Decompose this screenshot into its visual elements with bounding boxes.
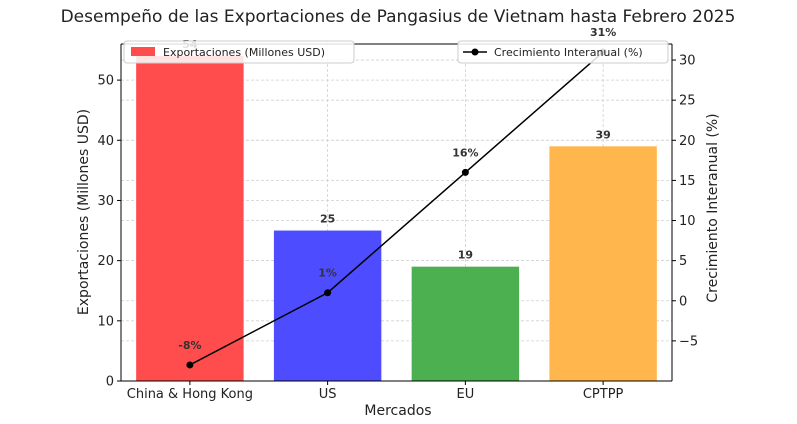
bar-value-label: 25	[320, 213, 335, 226]
y-tick-label: 20	[97, 254, 114, 269]
legend-exports-swatch	[131, 47, 155, 56]
growth-value-label: 16%	[452, 146, 478, 159]
ticks: 0 10 20 30 40 50 −5 0 5 10 15 20 25 30 China & Hong Ko…	[97, 54, 698, 402]
bar	[411, 266, 520, 381]
x-tick-label: CPTPP	[583, 387, 624, 402]
legend-exports-label: Exportaciones (Millones USD)	[163, 46, 325, 59]
y2-tick-label: 10	[679, 214, 696, 229]
growth-value-label: -8%	[178, 339, 201, 352]
y-tick-label: 0	[106, 375, 114, 390]
y2-tick-label: 20	[679, 134, 696, 149]
growth-point	[186, 361, 194, 369]
y2-tick-label: 5	[679, 254, 687, 269]
x-tick-label: US	[319, 387, 337, 402]
y2-tick-label: −5	[679, 334, 698, 349]
legend-growth-label: Crecimiento Interanual (%)	[494, 46, 643, 59]
y-axis-label: Exportaciones (Millones USD)	[76, 109, 92, 315]
y2-tick-label: 0	[679, 294, 687, 309]
growth-point	[324, 289, 332, 297]
y-tick-label: 40	[97, 134, 114, 149]
growth-value-label: 1%	[318, 267, 337, 280]
bar	[273, 230, 382, 381]
y2-tick-label: 15	[679, 174, 696, 189]
legend-growth-marker	[471, 48, 479, 56]
growth-point	[461, 168, 469, 176]
bars	[136, 56, 657, 382]
y-tick-label: 10	[97, 314, 114, 329]
legend-growth: Crecimiento Interanual (%)	[457, 40, 669, 64]
x-axis-label: Mercados	[364, 403, 431, 419]
y2-axis-label: Crecimiento Interanual (%)	[705, 113, 721, 302]
bar-value-label: 39	[595, 128, 610, 141]
growth-value-label: 31%	[590, 26, 616, 39]
x-tick-label: EU	[457, 387, 475, 402]
chart-title: Desempeño de las Exportaciones de Pangas…	[61, 7, 736, 27]
y2-tick-label: 25	[679, 94, 696, 109]
y-tick-label: 50	[97, 74, 114, 89]
bar	[136, 56, 244, 382]
legend-exports: Exportaciones (Millones USD)	[123, 40, 355, 64]
bar-value-label: 19	[458, 249, 473, 262]
y2-tick-label: 30	[679, 54, 696, 69]
bar	[549, 146, 657, 381]
x-tick-label: China & Hong Kong	[127, 387, 253, 402]
y-tick-label: 30	[97, 194, 114, 209]
growth-line-path	[189, 51, 604, 366]
